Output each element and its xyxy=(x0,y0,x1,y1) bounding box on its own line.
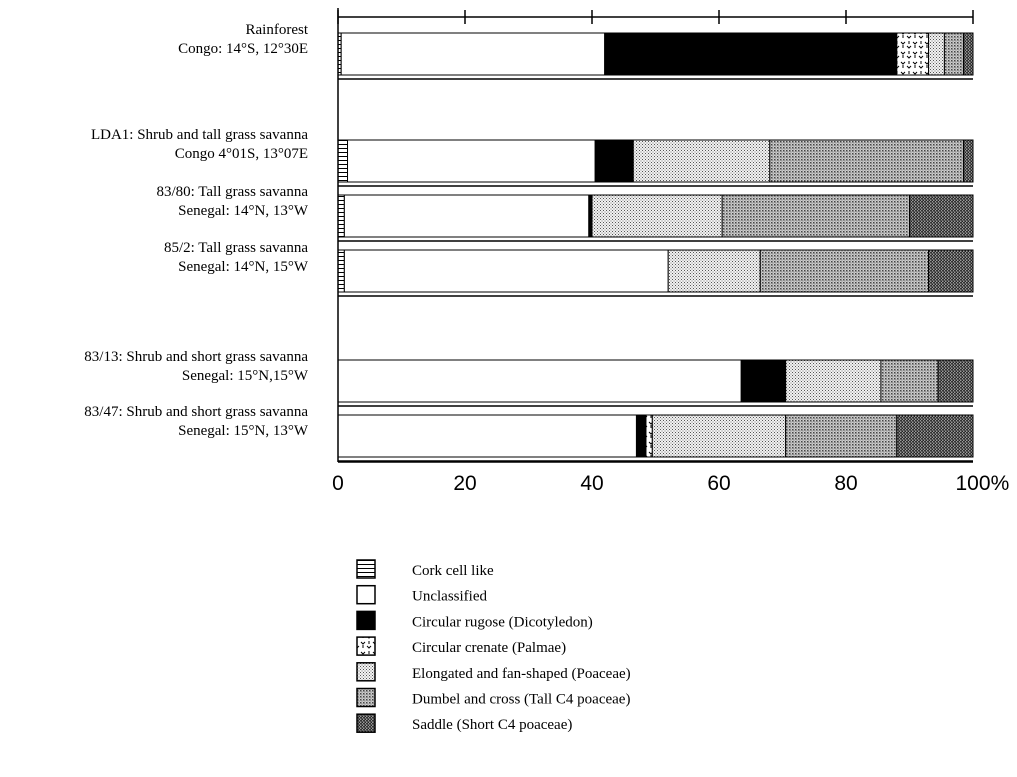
bar-segment xyxy=(880,359,939,403)
category-label: Rainforest Congo: 14°S, 12°30E xyxy=(178,21,308,59)
bar-segment xyxy=(347,139,596,183)
category-label-title: 83/13: Shrub and short grass savanna xyxy=(84,349,308,365)
bar-segment xyxy=(337,249,345,293)
bar-segment xyxy=(785,359,882,403)
category-label-location: Senegal: 14°N, 13°W xyxy=(178,203,308,219)
x-tick-label: 80 xyxy=(834,472,857,495)
legend-label: Cork cell like xyxy=(412,563,494,579)
legend-swatch xyxy=(356,687,376,708)
x-tick-label: 0 xyxy=(332,472,344,495)
category-label: LDA1: Shrub and tall grass savanna Congo … xyxy=(91,126,308,164)
category-label: 85/2: Tall grass savanna Senegal: 14°N, 1… xyxy=(164,239,308,277)
bar-segment xyxy=(943,32,964,76)
legend-swatch xyxy=(356,584,376,605)
x-tick-label: 40 xyxy=(580,472,603,495)
bar-segment xyxy=(896,32,930,76)
bar-segment xyxy=(769,139,964,183)
bar-segment xyxy=(632,139,771,183)
bar-segment xyxy=(896,414,974,458)
category-label-location: Senegal: 15°N,15°W xyxy=(181,368,308,384)
bar-segment xyxy=(909,194,974,238)
category-label-title: 83/80: Tall grass savanna xyxy=(156,184,308,200)
bar-segment xyxy=(667,249,761,293)
bars-layer xyxy=(337,32,974,462)
bar-segment xyxy=(928,32,945,76)
category-label-title: Rainforest xyxy=(245,22,308,38)
legend-label: Circular crenate (Palmae) xyxy=(412,640,566,656)
bar-segment xyxy=(340,32,606,76)
category-label-location: Senegal: 14°N, 15°W xyxy=(178,259,308,275)
x-axis: 0 20 40 60 80 100% xyxy=(332,8,1009,495)
x-unit-label: % xyxy=(991,472,1010,495)
bar-segment xyxy=(645,414,653,458)
category-label: 83/13: Shrub and short grass savanna Sene… xyxy=(84,348,308,386)
bar-segment xyxy=(343,194,590,238)
bar-segment xyxy=(337,139,349,183)
bar-segment xyxy=(594,139,634,183)
bar-segment xyxy=(937,359,974,403)
legend-label: Circular rugose (Dicotyledon) xyxy=(412,614,593,630)
bar-segment xyxy=(337,359,742,403)
category-label-location: Senegal: 15°N, 13°W xyxy=(178,423,308,439)
legend-swatch xyxy=(356,610,376,631)
bar-segment xyxy=(962,32,974,76)
legend-label: Dumbel and cross (Tall C4 poaceae) xyxy=(412,692,630,708)
legend-swatch xyxy=(356,636,376,656)
x-tick-label: 60 xyxy=(707,472,730,495)
legend: Cork cell like Unclassified Circular rugos… xyxy=(356,559,631,733)
bar-segment xyxy=(591,194,723,238)
category-label-title: 83/47: Shrub and short grass savanna xyxy=(84,404,308,420)
bar-segment xyxy=(721,194,910,238)
bar-segment xyxy=(962,139,974,183)
bar-segment xyxy=(740,359,787,403)
x-tick-label: 20 xyxy=(453,472,476,495)
category-label: 83/80: Tall grass savanna Senegal: 14°N, … xyxy=(156,183,308,221)
legend-swatch xyxy=(356,713,376,733)
bar-segment xyxy=(343,249,669,293)
category-label-location: Congo: 14°S, 12°30E xyxy=(178,41,308,57)
bar-segment xyxy=(604,32,898,76)
category-label-location: Congo 4°01S, 13°07E xyxy=(174,146,308,162)
legend-swatch xyxy=(356,559,376,579)
bar-segment xyxy=(635,414,647,458)
legend-label: Elongated and fan-shaped (Poaceae) xyxy=(412,666,631,682)
bar-segment xyxy=(651,414,787,458)
bar-segment xyxy=(759,249,930,293)
category-label: 83/47: Shrub and short grass savanna Sene… xyxy=(84,403,308,441)
category-label-title: LDA1: Shrub and tall grass savanna xyxy=(90,127,308,143)
category-label-title: 85/2: Tall grass savanna xyxy=(163,240,308,256)
bar-segment xyxy=(337,414,637,458)
bar-segment xyxy=(928,249,974,293)
legend-label: Unclassified xyxy=(412,589,487,605)
bar-segment xyxy=(337,194,345,238)
bar-segment xyxy=(785,414,898,458)
x-tick-label: 100 xyxy=(955,472,990,495)
legend-swatch xyxy=(356,662,376,682)
legend-label: Saddle (Short C4 poaceae) xyxy=(412,717,572,733)
